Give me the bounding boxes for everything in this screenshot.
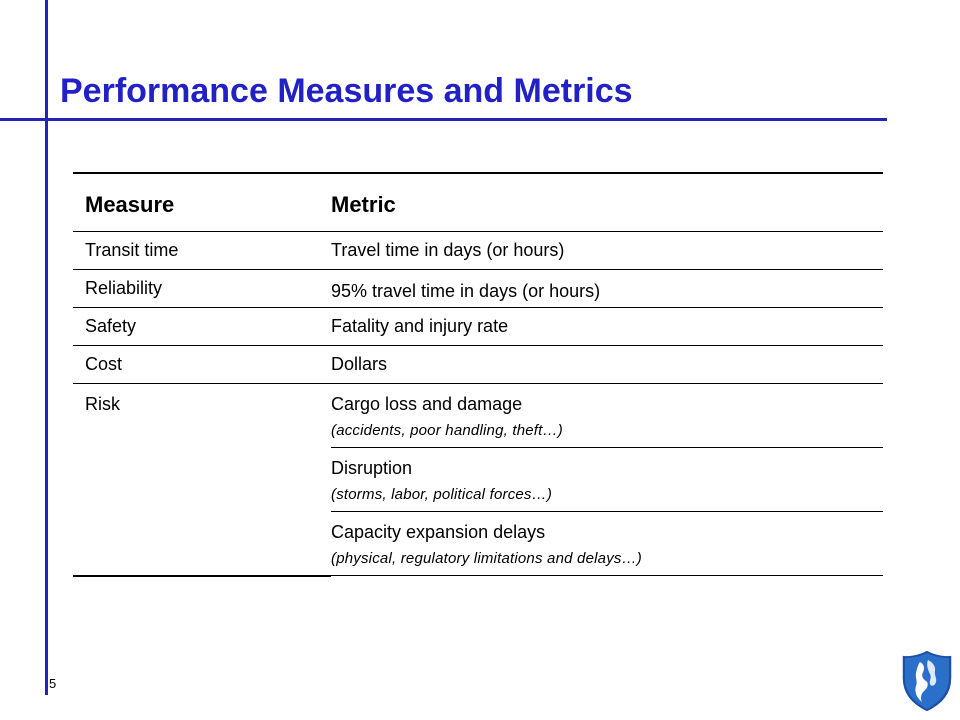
- table-row: Cost Dollars: [73, 346, 883, 384]
- metric-note: (accidents, poor handling, theft…): [331, 422, 563, 439]
- page-number: 5: [49, 676, 57, 691]
- i95-corridor-coalition-shield-icon: [898, 648, 956, 716]
- risk-metric-item: Capacity expansion delays (physical, reg…: [331, 512, 883, 576]
- header-measure: Measure: [85, 192, 175, 217]
- header-metric: Metric: [331, 192, 396, 217]
- metric-cell: Fatality and injury rate: [331, 316, 509, 336]
- measures-table: Measure Metric Transit time Travel time …: [73, 172, 883, 577]
- metric-note: (storms, labor, political forces…): [331, 486, 553, 503]
- metric-cell: Travel time in days (or hours): [331, 240, 565, 260]
- risk-metric-item: Cargo loss and damage (accidents, poor h…: [331, 384, 883, 448]
- table-row: Reliability 95% travel time in days (or …: [73, 270, 883, 308]
- measure-cell: Transit time: [85, 240, 179, 260]
- metric-cell: Cargo loss and damage: [331, 394, 523, 414]
- metric-cell: Disruption: [331, 458, 413, 478]
- table-row: Safety Fatality and injury rate: [73, 308, 883, 346]
- title-underline-rule: [0, 118, 887, 121]
- measure-cell: Safety: [85, 316, 137, 336]
- measure-cell: Reliability: [85, 278, 163, 298]
- metric-cell: Dollars: [331, 354, 388, 374]
- table-header-row: Measure Metric: [73, 174, 883, 232]
- risk-bottom-border-left: [73, 575, 331, 577]
- metric-cell: 95% travel time in days (or hours): [331, 281, 601, 301]
- risk-row-group: Risk Cargo loss and damage (accidents, p…: [73, 384, 883, 576]
- measure-cell: Cost: [85, 354, 123, 374]
- metric-note: (physical, regulatory limitations and de…: [331, 550, 642, 567]
- metric-cell: Capacity expansion delays: [331, 522, 546, 542]
- measure-cell-risk: Risk: [85, 394, 120, 414]
- table-top-border: [73, 172, 883, 174]
- table-row: Transit time Travel time in days (or hou…: [73, 232, 883, 270]
- risk-metric-item: Disruption (storms, labor, political for…: [331, 448, 883, 512]
- page-title: Performance Measures and Metrics: [60, 72, 633, 110]
- left-accent-rule: [45, 0, 48, 695]
